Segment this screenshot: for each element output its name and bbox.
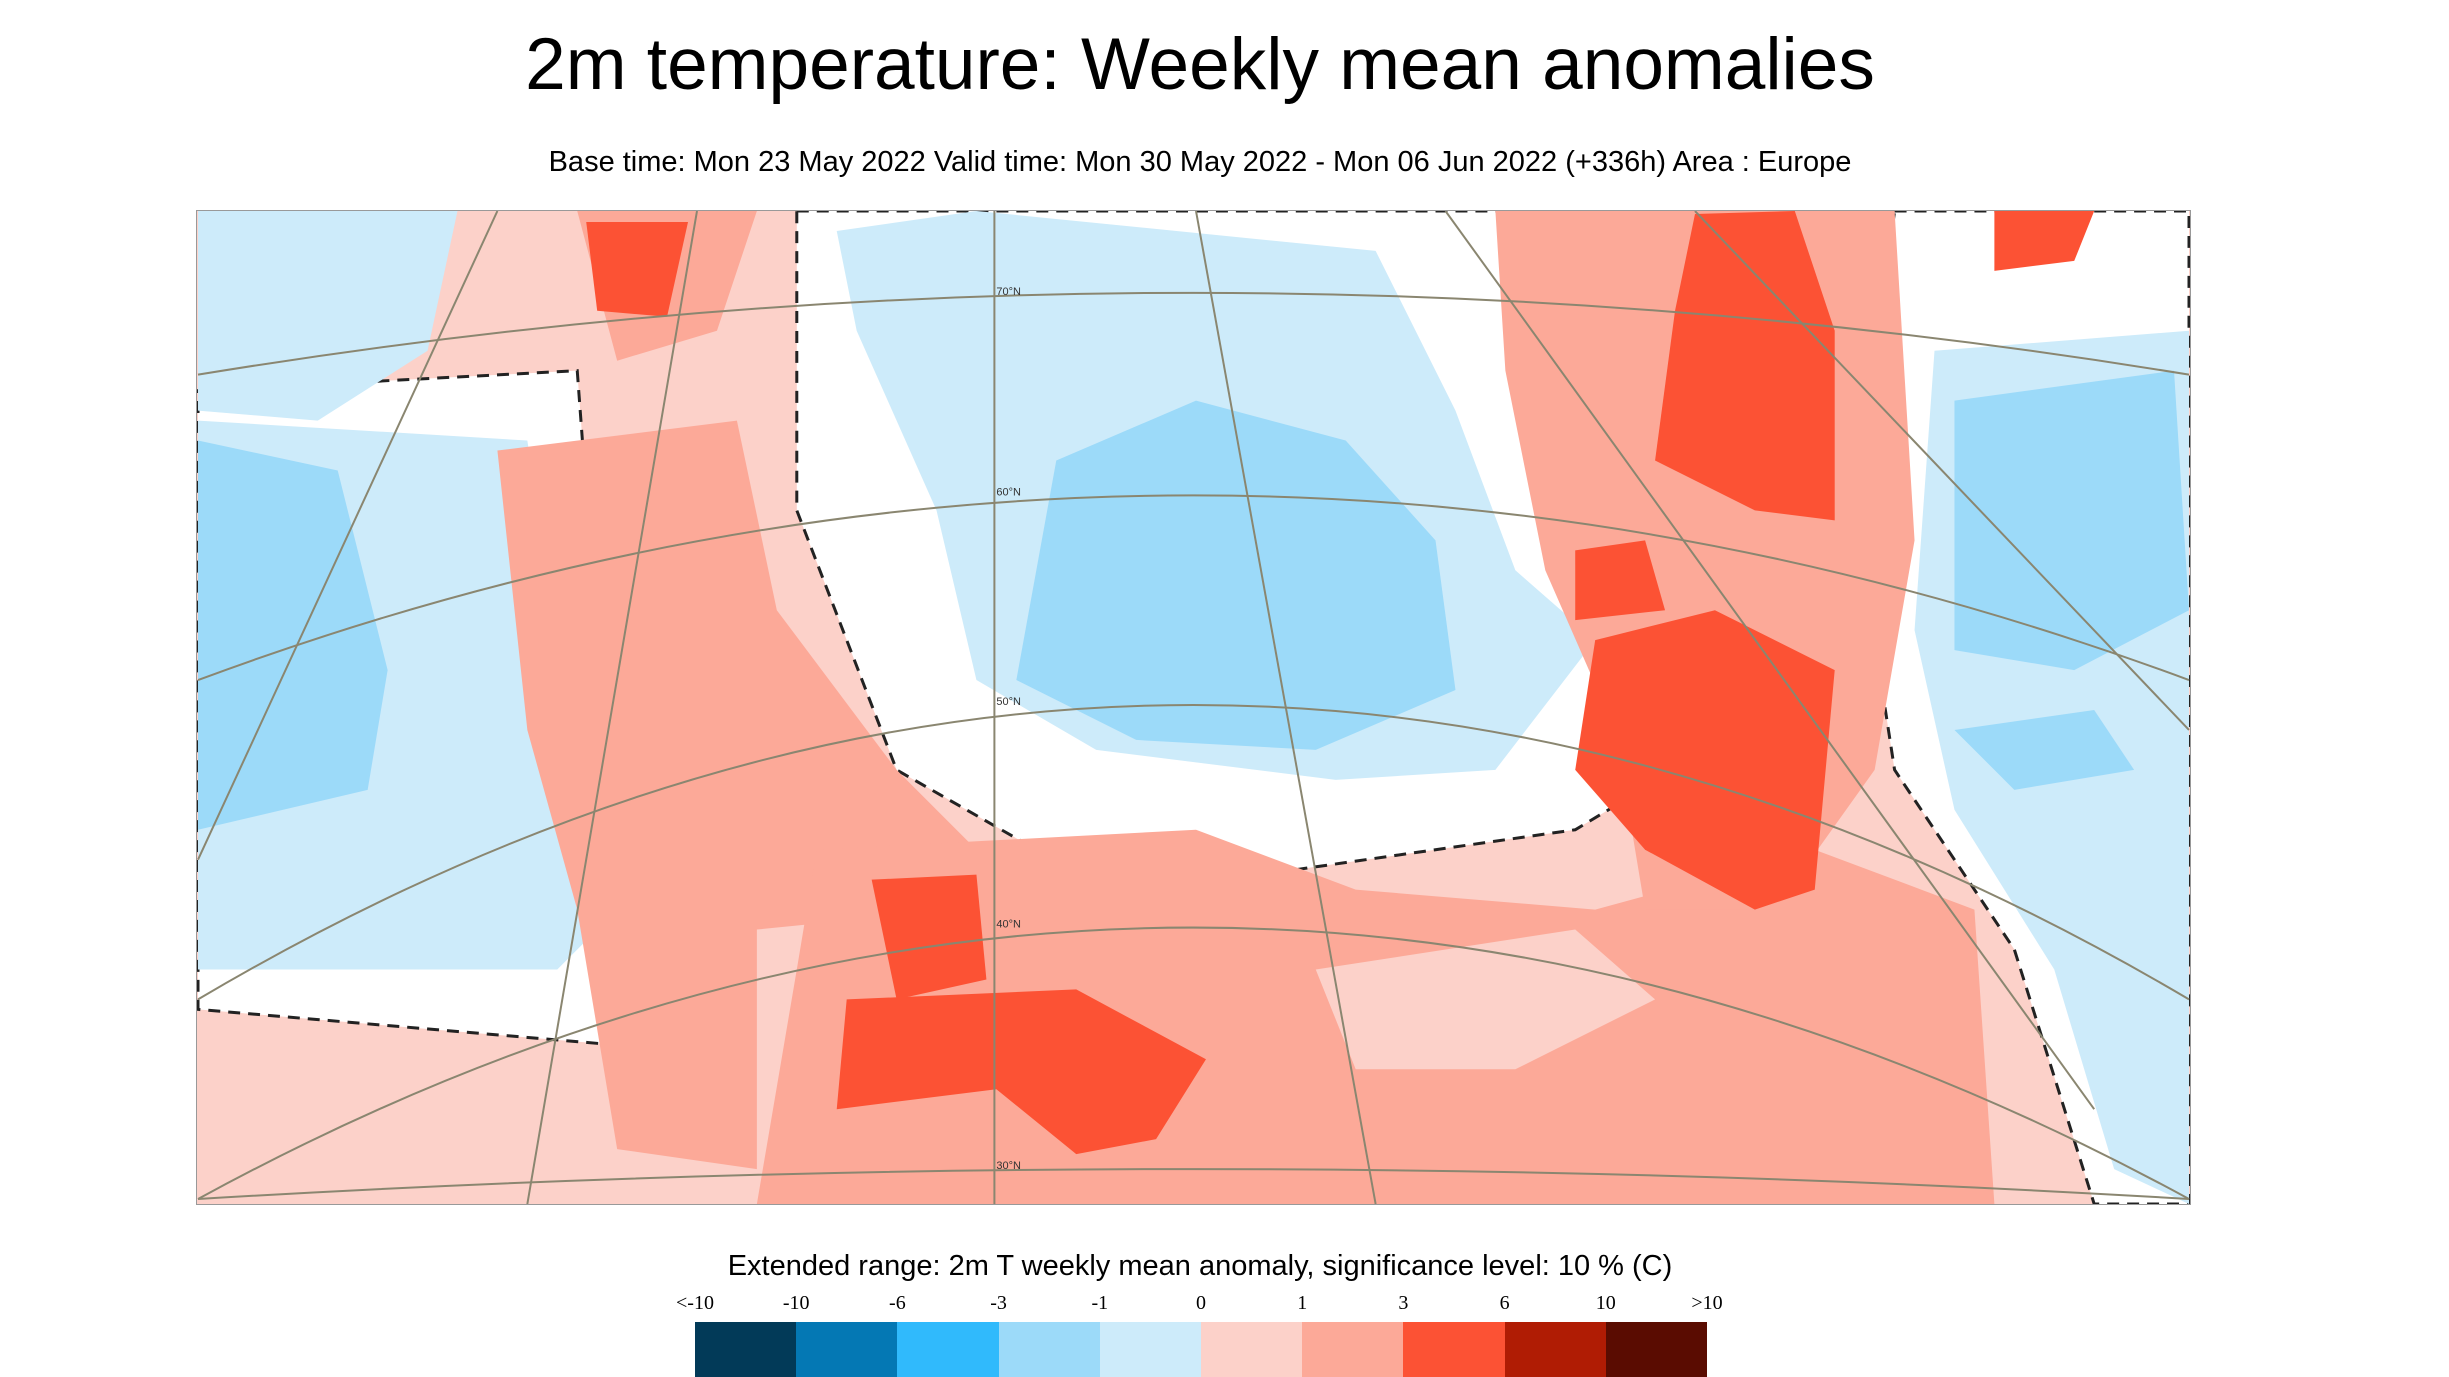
moderate-cool-kazakhstan bbox=[1954, 709, 2135, 790]
legend-swatch bbox=[1504, 1322, 1606, 1377]
strong-warm-ukraine bbox=[1575, 540, 1666, 621]
legend-tick-label: -6 bbox=[889, 1292, 906, 1314]
longitude-line bbox=[1195, 211, 1377, 1204]
latitude-line bbox=[197, 494, 2190, 681]
slight-warm-eastern-med bbox=[1315, 929, 1656, 1070]
latitude-label: 70°N bbox=[996, 286, 1021, 298]
legend-tick-label: 10 bbox=[1595, 1292, 1616, 1314]
warm-anomaly-atlantic bbox=[497, 420, 977, 1170]
cool-anomaly-canada bbox=[198, 211, 458, 421]
map-canvas: 70°N 60°N 50°N 40°N 30°N bbox=[197, 211, 2190, 1204]
longitude-line bbox=[1444, 211, 2095, 1110]
legend-tick-label: 6 bbox=[1499, 1292, 1510, 1314]
latitude-line bbox=[197, 291, 2190, 376]
legend-tick-label: 0 bbox=[1196, 1292, 1206, 1314]
legend-swatch bbox=[1099, 1322, 1202, 1377]
longitude-line bbox=[197, 211, 499, 861]
anomaly-map: 70°N 60°N 50°N 40°N 30°N bbox=[196, 210, 2191, 1205]
legend-swatch bbox=[1302, 1322, 1404, 1377]
strong-warm-russia bbox=[1655, 211, 1835, 521]
legend-tick-label: 1 bbox=[1297, 1292, 1308, 1314]
legend-colorbar bbox=[695, 1322, 1708, 1377]
legend-swatch bbox=[1403, 1322, 1505, 1377]
longitude-line bbox=[526, 211, 698, 1204]
moderate-cool-siberia bbox=[1954, 370, 2189, 671]
legend-tick-label: -1 bbox=[1091, 1292, 1109, 1314]
legend-title: Extended range: 2m T weekly mean anomaly… bbox=[727, 1250, 1673, 1282]
latitude-label: 30°N bbox=[996, 1160, 1021, 1172]
legend-swatch bbox=[998, 1322, 1100, 1377]
latitude-line bbox=[197, 926, 2190, 1200]
legend-swatch bbox=[695, 1322, 797, 1377]
chart-subtitle: Base time: Mon 23 May 2022 Valid time: M… bbox=[548, 146, 1852, 178]
legend-tick-label: -10 bbox=[782, 1292, 810, 1314]
longitude-line bbox=[1694, 211, 2190, 731]
strong-warm-siberia bbox=[1994, 211, 2095, 271]
legend-tick-label: >10 bbox=[1691, 1292, 1723, 1314]
legend-tick-label: <-10 bbox=[676, 1292, 714, 1314]
latitude-label: 60°N bbox=[996, 486, 1021, 498]
legend-tick-label: -3 bbox=[990, 1292, 1007, 1314]
legend-tick-label: 3 bbox=[1398, 1292, 1409, 1314]
latitude-label: 50°N bbox=[996, 696, 1021, 708]
legend-swatch bbox=[796, 1322, 898, 1377]
latitude-line bbox=[197, 1168, 2190, 1201]
legend-swatch bbox=[897, 1322, 999, 1377]
moderate-cool-atlantic bbox=[198, 440, 388, 830]
moderate-cool-central-europe bbox=[1016, 400, 1456, 750]
legend-swatch bbox=[1201, 1322, 1303, 1377]
legend-ticks: <-10 -10 -6 -3 -1 0 1 3 6 10 >10 bbox=[676, 1292, 1723, 1318]
strong-warm-north-africa bbox=[836, 989, 1206, 1155]
legend-swatch bbox=[1605, 1322, 1708, 1377]
latitude-line bbox=[197, 704, 2190, 1001]
strong-warm-spain bbox=[871, 874, 987, 1000]
chart-title: 2m temperature: Weekly mean anomalies bbox=[525, 24, 1875, 105]
latitude-label: 40°N bbox=[996, 919, 1021, 931]
strong-warm-black-sea bbox=[1575, 610, 1835, 910]
strong-warm-greenland bbox=[586, 221, 689, 317]
